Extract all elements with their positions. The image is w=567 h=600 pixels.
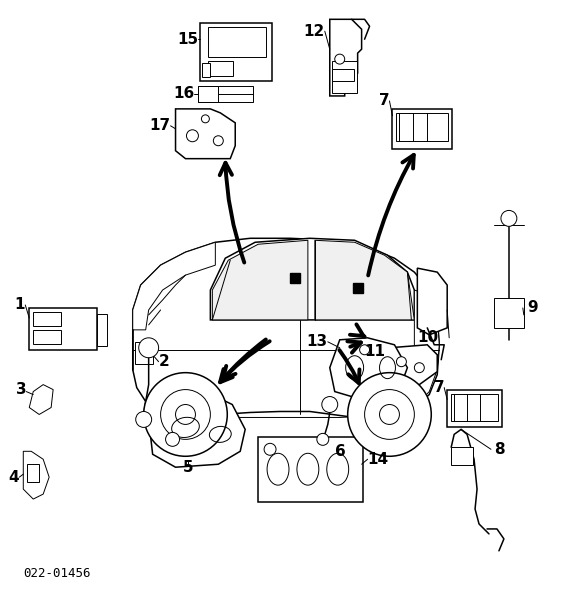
Polygon shape <box>414 290 439 407</box>
Bar <box>451 394 498 421</box>
Circle shape <box>359 345 370 355</box>
Circle shape <box>139 338 159 358</box>
Polygon shape <box>149 388 245 467</box>
Bar <box>208 27 266 57</box>
Polygon shape <box>29 385 53 415</box>
Polygon shape <box>387 345 437 385</box>
Circle shape <box>166 433 180 446</box>
Text: 2: 2 <box>159 354 170 369</box>
Text: 7: 7 <box>379 94 390 109</box>
Circle shape <box>322 397 338 412</box>
Circle shape <box>160 389 210 439</box>
Bar <box>135 342 153 364</box>
Text: 13: 13 <box>307 334 328 349</box>
Text: 14: 14 <box>367 452 389 467</box>
Text: 15: 15 <box>177 32 198 47</box>
Bar <box>33 330 61 344</box>
Polygon shape <box>133 238 439 418</box>
Bar <box>258 437 363 502</box>
Circle shape <box>143 373 227 456</box>
Bar <box>97 314 107 346</box>
Text: 17: 17 <box>150 118 171 133</box>
Bar <box>332 69 354 81</box>
Text: 6: 6 <box>335 444 345 459</box>
Polygon shape <box>23 451 49 499</box>
Circle shape <box>396 357 407 367</box>
Circle shape <box>187 130 198 142</box>
Bar <box>200 23 272 81</box>
Polygon shape <box>330 338 408 400</box>
Circle shape <box>176 404 196 424</box>
Circle shape <box>317 433 329 445</box>
Polygon shape <box>133 242 215 330</box>
Text: 1: 1 <box>15 298 26 313</box>
Bar <box>202 63 210 77</box>
Text: 022-01456: 022-01456 <box>23 567 91 580</box>
Text: 8: 8 <box>494 442 505 457</box>
Text: 9: 9 <box>527 301 538 316</box>
Circle shape <box>264 443 276 455</box>
Text: 16: 16 <box>173 86 194 101</box>
Polygon shape <box>213 240 308 320</box>
Polygon shape <box>176 109 235 158</box>
Polygon shape <box>330 19 362 96</box>
Polygon shape <box>417 268 447 335</box>
Bar <box>208 61 233 76</box>
Bar <box>29 308 97 350</box>
Bar <box>332 61 357 93</box>
Bar <box>494 298 524 328</box>
Text: 3: 3 <box>16 382 26 397</box>
Text: 4: 4 <box>9 470 19 485</box>
Bar <box>451 448 473 465</box>
Circle shape <box>414 363 424 373</box>
Text: 5: 5 <box>183 460 194 475</box>
Bar <box>392 109 452 149</box>
Circle shape <box>201 115 209 123</box>
Bar <box>33 312 61 326</box>
Circle shape <box>213 136 223 146</box>
Polygon shape <box>210 238 414 320</box>
Circle shape <box>379 404 399 424</box>
Circle shape <box>348 373 431 456</box>
Text: 10: 10 <box>417 331 438 346</box>
Bar <box>396 113 448 141</box>
Text: 11: 11 <box>365 344 386 359</box>
Bar <box>198 86 253 102</box>
Circle shape <box>335 54 345 64</box>
Bar <box>27 464 39 482</box>
Bar <box>447 389 502 427</box>
Polygon shape <box>315 240 414 320</box>
Circle shape <box>136 412 151 427</box>
Text: 7: 7 <box>434 380 444 395</box>
Circle shape <box>501 211 517 226</box>
Bar <box>198 86 218 102</box>
Text: 12: 12 <box>303 24 325 39</box>
Circle shape <box>365 389 414 439</box>
